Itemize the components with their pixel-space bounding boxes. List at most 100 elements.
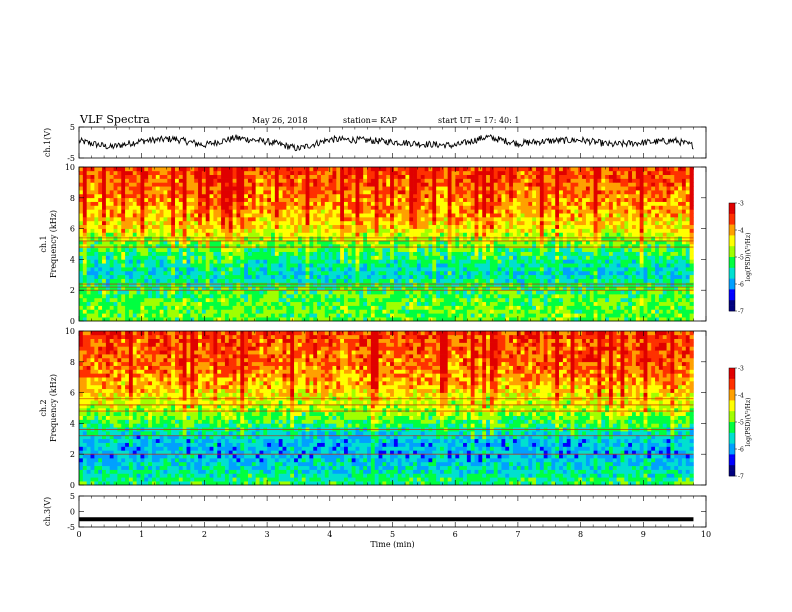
spectrogram-cell: [378, 317, 383, 322]
spectrogram-cell: [635, 278, 640, 283]
spectrogram-cell: [263, 220, 268, 226]
spectrogram-cell: [420, 297, 425, 303]
spectrogram-cell: [593, 297, 598, 303]
spectrogram-cell: [651, 297, 656, 303]
spectrogram-cell: [79, 224, 84, 229]
spectrogram-cell: [282, 270, 287, 276]
spectrogram-cell: [539, 209, 544, 214]
spectrogram-cell: [466, 278, 472, 283]
spectrogram-cell: [628, 286, 633, 291]
spectrogram-cell: [566, 255, 571, 260]
spectrogram-cell: [424, 274, 429, 279]
spectrogram-cell: [205, 232, 210, 237]
spectrogram-cell: [290, 278, 295, 283]
spectrogram-cell: [597, 263, 602, 268]
spectrogram-cell: [171, 290, 176, 295]
spectrogram-cell: [151, 228, 157, 233]
spectrogram-cell: [140, 301, 145, 306]
spectrogram-cell: [247, 220, 253, 226]
spectrogram-cell: [121, 224, 126, 229]
spectrogram-cell: [340, 220, 345, 226]
spectrogram-cell: [79, 297, 84, 303]
spectrogram-cell: [524, 228, 529, 233]
spectrogram-cell: [347, 236, 352, 241]
spectrogram-cell: [86, 255, 91, 260]
spectrogram-cell: [451, 301, 456, 306]
spectrogram-cell: [582, 297, 587, 303]
spectrogram-cell: [324, 236, 329, 241]
spectrogram-cell: [555, 247, 560, 252]
spectrogram-cell: [182, 240, 187, 245]
spectrogram-cell: [340, 290, 345, 295]
spectrogram-cell: [536, 232, 541, 237]
spectrogram-cell: [286, 217, 291, 222]
spectrogram-cell: [94, 247, 99, 252]
spectrogram-cell: [497, 301, 502, 306]
spectrogram-cell: [259, 209, 264, 214]
y-tick-label: -5: [67, 154, 75, 163]
spectrogram-cell: [290, 274, 295, 279]
spectrogram-cell: [132, 217, 137, 222]
spectrogram-cell: [589, 305, 594, 310]
spectrogram-cell: [620, 255, 625, 260]
spectrogram-cell: [390, 213, 395, 218]
spectrogram-cell: [351, 267, 356, 272]
spectrogram-cell: [244, 205, 249, 210]
spectrogram-cell: [244, 213, 249, 218]
spectrogram-cell: [271, 213, 276, 218]
spectrogram-cell: [505, 213, 510, 218]
spectrogram-cell: [482, 297, 487, 303]
spectrogram-cell: [148, 232, 153, 237]
spectrogram-cell: [589, 313, 594, 318]
spectrogram-cell: [413, 209, 418, 214]
spectrogram-cell: [570, 267, 575, 272]
spectrogram-cell: [332, 209, 337, 214]
spectrogram-cell: [463, 290, 468, 295]
spectrogram-cell: [489, 244, 495, 249]
spectrogram-cell: [274, 220, 279, 226]
spectrogram-cell: [409, 244, 414, 249]
spectrogram-cell: [132, 213, 137, 218]
spectrogram-cell: [493, 282, 498, 287]
spectrogram-cell: [413, 313, 418, 318]
spectrogram-cell: [382, 259, 387, 264]
spectrogram-cell: [286, 220, 291, 226]
spectrogram-cell: [213, 228, 218, 233]
spectrogram-cell: [608, 274, 614, 279]
spectrogram-cell: [263, 205, 268, 210]
spectrogram-cell: [155, 217, 160, 222]
spectrogram-cell: [474, 282, 479, 287]
spectrogram-cell: [163, 201, 168, 206]
spectrogram-cell: [359, 290, 364, 295]
spectrogram-cell: [405, 213, 410, 218]
spectrogram-cell: [347, 274, 352, 279]
spectrogram-cell: [681, 244, 687, 249]
spectrogram-cell: [374, 270, 379, 276]
spectrogram-cell: [159, 247, 164, 252]
spectrogram-cell: [359, 244, 364, 249]
spectrogram-cell: [624, 270, 629, 276]
spectrogram-cell: [374, 244, 379, 249]
spectrogram-cell: [451, 251, 456, 256]
spectrogram-cell: [340, 247, 345, 252]
spectrogram-cell: [240, 278, 245, 283]
spectrogram-cell: [167, 286, 172, 291]
spectrogram-cell: [182, 247, 187, 252]
spectrogram-cell: [190, 232, 195, 237]
spectrogram-cell: [655, 274, 660, 279]
spectrogram-cell: [382, 247, 387, 252]
spectrogram-cell: [559, 255, 564, 260]
spectrogram-cell: [432, 309, 437, 314]
spectrogram-cell: [532, 297, 537, 303]
spectrogram-cell: [282, 263, 287, 268]
spectrogram-cell: [301, 217, 306, 222]
spectrogram-cell: [459, 305, 464, 310]
spectrogram-cell: [320, 290, 326, 295]
spectrogram-cell: [466, 317, 472, 322]
spectrogram-cell: [416, 267, 422, 272]
spectrogram-cell: [148, 217, 153, 222]
spectrogram-cell: [436, 270, 441, 276]
spectrogram-cell: [605, 294, 610, 299]
spectrogram-cell: [493, 247, 498, 252]
spectrogram-cell: [198, 251, 203, 256]
